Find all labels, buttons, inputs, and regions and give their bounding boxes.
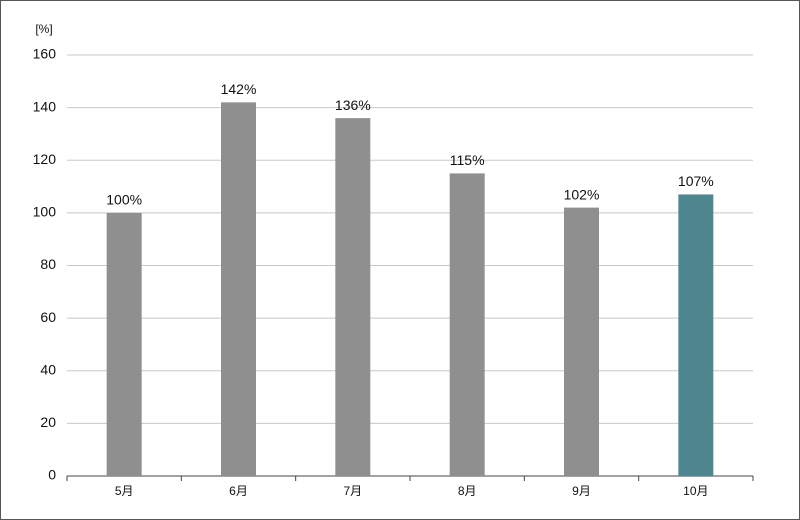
bar: [221, 102, 256, 477]
value-label: 142%: [221, 81, 257, 97]
y-tick-label: 20: [40, 414, 56, 430]
y-tick-label: 160: [33, 46, 57, 62]
value-label: 107%: [678, 173, 714, 189]
x-tick-label: 9月: [572, 484, 591, 498]
x-tick-label: 6月: [229, 484, 248, 498]
bar: [564, 207, 599, 477]
value-label: 100%: [106, 192, 142, 208]
bar: [106, 212, 142, 476]
y-axis-label: [%]: [35, 22, 52, 36]
value-label: 102%: [564, 186, 600, 202]
x-tick-label: 8月: [458, 484, 477, 498]
y-tick-label: 100: [33, 204, 57, 220]
bar: [678, 194, 714, 477]
y-tick-label: 140: [33, 98, 57, 114]
y-tick-label: 0: [48, 467, 56, 483]
y-tick-label: 40: [40, 361, 56, 377]
x-tick-label: 7月: [343, 484, 362, 498]
y-tick-label: 80: [40, 256, 56, 272]
value-label: 115%: [450, 152, 485, 168]
x-tick-label: 5月: [115, 484, 134, 498]
x-tick-label: 10月: [683, 484, 708, 498]
bar: [449, 173, 485, 476]
y-tick-label: 60: [40, 309, 56, 325]
y-tick-label: 120: [33, 151, 57, 167]
value-label: 136%: [335, 97, 371, 113]
bar: [335, 118, 371, 477]
